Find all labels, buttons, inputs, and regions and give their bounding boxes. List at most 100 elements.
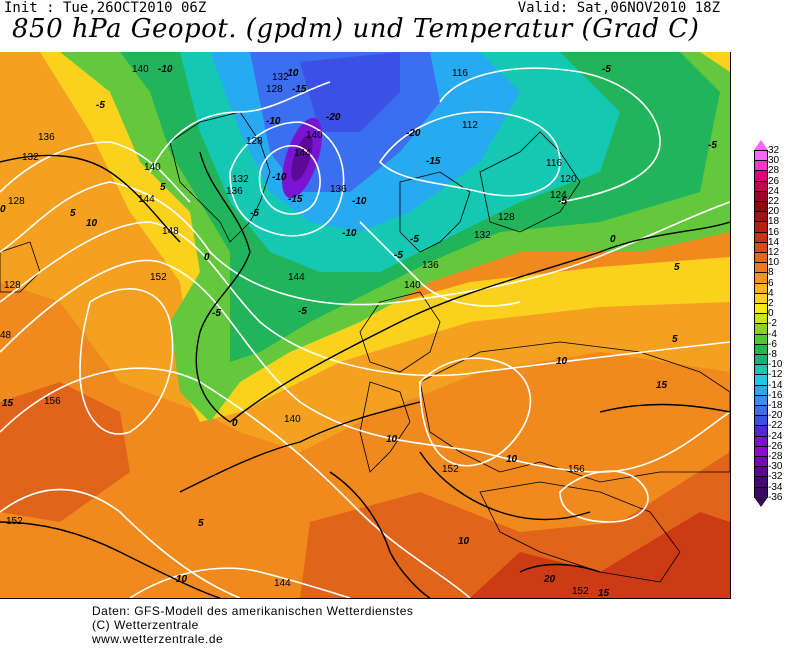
hot-west — [0, 382, 130, 522]
geo-label: 136 — [422, 260, 439, 271]
geo-label: 136 — [38, 132, 55, 143]
legend-label: -6 — [768, 338, 777, 350]
chart-title: 850 hPa Geopot. (gpdm) und Temperatur (G… — [12, 14, 700, 44]
footer-credits: Daten: GFS-Modell des amerikanischen Wet… — [92, 604, 413, 646]
map-canvas: 140 132 128 128 136 140 144 132 136 140 … — [0, 52, 730, 598]
temperature-contours — [0, 151, 730, 598]
legend-label: -30 — [768, 461, 783, 473]
temp-label: 0 — [232, 418, 238, 429]
geo-label: 136 — [330, 184, 347, 195]
temp-label: -20 — [406, 128, 421, 139]
temp-label: 20 — [543, 574, 556, 585]
temp-label: -5 — [212, 308, 221, 319]
legend-label: 30 — [768, 155, 780, 167]
geopotential-labels: 140 132 128 128 136 140 144 132 136 140 … — [0, 64, 589, 597]
geo-label: 144 — [138, 194, 155, 205]
temp-label: 15 — [2, 398, 14, 409]
band-deepblue — [300, 52, 400, 132]
legend-label: 20 — [768, 206, 780, 218]
geo-label: 144 — [288, 272, 305, 283]
legend-label: 32 — [768, 145, 780, 156]
legend-label: 4 — [768, 287, 774, 299]
legend-label: -12 — [768, 369, 783, 381]
legend-label: 28 — [768, 165, 780, 177]
temp-label: -5 — [298, 306, 307, 317]
band-4 — [200, 292, 730, 452]
geo-label: 140 — [404, 280, 421, 291]
legend-label: 12 — [768, 247, 780, 258]
band-yellow-west — [40, 52, 230, 382]
legend-label: -26 — [768, 440, 783, 452]
temp-label: -10 — [352, 196, 367, 207]
geo-label: 120 — [560, 174, 577, 185]
geo-label: 132 — [272, 72, 289, 83]
cold-core-center — [291, 135, 313, 181]
temp-label: 10 — [86, 218, 98, 229]
geo-label: 128 — [498, 212, 515, 223]
band-yellow-mid — [180, 257, 730, 422]
legend-label: 2 — [768, 298, 774, 309]
temp-label: 10 — [458, 536, 470, 547]
geo-label: 156 — [568, 464, 585, 475]
geo-label: 116 — [452, 68, 468, 79]
temp-label: 10 — [506, 454, 518, 465]
temp-label: 0 — [610, 234, 616, 245]
temp-label: -5 — [96, 100, 105, 111]
temp-label: 5 — [198, 518, 204, 529]
temp-label: 10 — [176, 574, 188, 585]
valid-time: Valid: Sat,06NOV2010 18Z — [517, 0, 720, 16]
geo-label: 128 — [4, 280, 21, 291]
legend-label: 14 — [768, 236, 780, 248]
legend-label: -36 — [768, 491, 783, 503]
geo-label: 144 — [294, 148, 311, 159]
temp-label: -10 — [284, 68, 299, 79]
geo-label: 48 — [0, 330, 12, 341]
legend-label: -34 — [768, 481, 783, 493]
geo-label: 132 — [474, 230, 491, 241]
legend-label: 24 — [768, 185, 780, 197]
temp-label: -10 — [272, 172, 287, 183]
footer-url: www.wetterzentrale.de — [92, 632, 224, 646]
legend-label: -16 — [768, 389, 783, 401]
temp-label: -10 — [342, 228, 357, 239]
temp-label: 5 — [674, 262, 680, 273]
geo-label: 128 — [8, 196, 25, 207]
geo-label: 132 — [232, 174, 249, 185]
temp-label: 0 — [204, 252, 210, 263]
init-time: Init : Tue,26OCT2010 06Z — [4, 0, 207, 16]
legend-top-arrow — [754, 140, 768, 150]
legend-label: -32 — [768, 471, 783, 483]
weather-map: 140 132 128 128 136 140 144 132 136 140 … — [0, 52, 731, 599]
geo-label: 116 — [546, 158, 562, 169]
temp-label: -10 — [158, 64, 173, 75]
legend-label: 0 — [768, 308, 774, 320]
temp-label: -15 — [288, 194, 303, 205]
temp-label: 10 — [556, 356, 568, 367]
legend-label: 8 — [768, 267, 774, 279]
legend-label: -8 — [768, 349, 777, 360]
temp-label: -15 — [292, 84, 307, 95]
temp-label: 0 — [0, 204, 6, 215]
geo-label: 144 — [274, 578, 291, 589]
temp-label: 5 — [160, 182, 166, 193]
legend-label: -2 — [768, 318, 777, 330]
legend-label: -28 — [768, 451, 783, 462]
legend-label: -22 — [768, 420, 783, 432]
geo-label: 152 — [442, 464, 459, 475]
legend-label: -4 — [768, 328, 777, 340]
geo-label: 148 — [162, 226, 179, 237]
footer-data-source: Daten: GFS-Modell des amerikanischen Wet… — [92, 604, 414, 618]
legend-label: 18 — [768, 216, 780, 228]
legend-bottom-arrow — [754, 496, 768, 507]
coastlines — [0, 111, 730, 583]
temp-label: 5 — [70, 208, 76, 219]
temp-label: -15 — [426, 156, 441, 167]
legend-label: -18 — [768, 400, 783, 411]
geo-label: 152 — [572, 586, 589, 597]
temp-label: -5 — [394, 250, 403, 261]
geo-label: 140 — [144, 162, 161, 173]
legend-label: 26 — [768, 175, 780, 187]
temp-label: -10 — [266, 116, 281, 127]
temp-label: 5 — [672, 334, 678, 345]
legend-label: 22 — [768, 196, 780, 207]
